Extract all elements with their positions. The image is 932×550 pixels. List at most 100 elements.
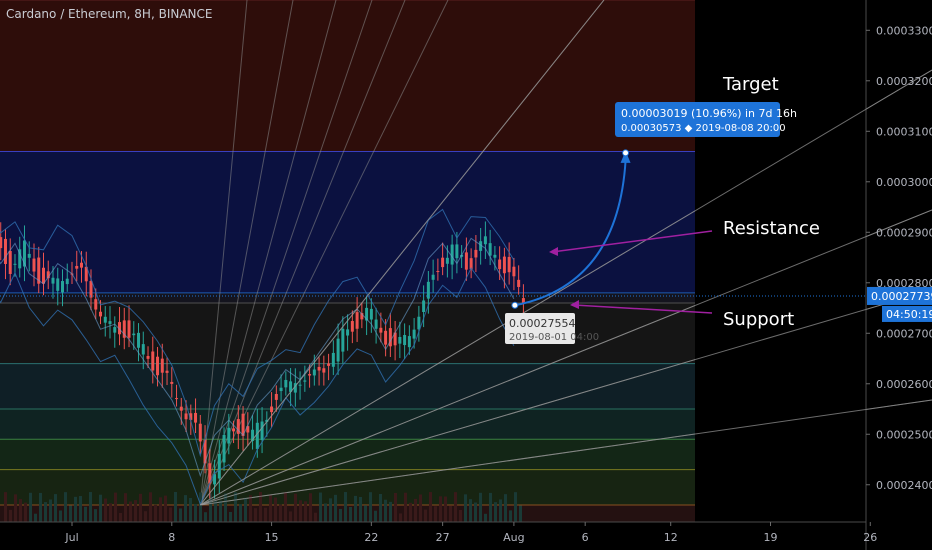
y-tick-label: 0.00033000: [876, 24, 932, 37]
fan-line: [199, 0, 337, 506]
candle-body: [403, 335, 407, 346]
volume-bar: [384, 499, 387, 522]
volume-bar: [494, 502, 497, 522]
x-tick-label: 19: [763, 531, 777, 544]
candle-body: [488, 243, 492, 256]
volume-bar: [4, 492, 7, 522]
volume-bar: [159, 497, 162, 522]
target-label: Target: [722, 74, 779, 95]
y-tick-label: 0.00032000: [876, 75, 932, 88]
candle-body: [227, 427, 231, 444]
volume-bar: [289, 511, 292, 522]
fan-line: [199, 0, 294, 506]
candle-body: [103, 316, 107, 323]
volume-bar: [399, 513, 402, 522]
candle-body: [298, 384, 302, 386]
candle-body: [331, 352, 335, 367]
candle-body: [32, 258, 36, 272]
fan-line-extension: [200, 69, 932, 506]
x-tick-label: 15: [265, 531, 279, 544]
volume-bar: [304, 501, 307, 522]
projection-arrow: [514, 160, 627, 307]
volume-bar: [154, 504, 157, 522]
candle-body: [8, 250, 12, 274]
fan-line: [199, 0, 406, 506]
volume-bar: [109, 503, 112, 522]
candle-body: [232, 428, 236, 432]
candle-body: [507, 256, 511, 273]
volume-bar: [139, 493, 142, 522]
volume-bar: [244, 497, 247, 522]
volume-bar: [314, 512, 317, 522]
candle-body: [203, 439, 207, 464]
candle-body: [41, 267, 45, 284]
volume-bar: [449, 505, 452, 522]
volume-bar: [169, 507, 172, 522]
volume-bar: [254, 508, 257, 522]
candle-body: [213, 474, 217, 485]
volume-bar: [144, 511, 147, 522]
fib-band: [0, 409, 695, 440]
support-label: Support: [723, 309, 794, 330]
volume-bar: [24, 502, 27, 522]
volume-bar: [149, 492, 152, 522]
volume-bar: [234, 492, 237, 522]
candle-body: [113, 327, 117, 333]
band-upper-line: [0, 208, 515, 458]
candle-body: [341, 328, 345, 352]
volume-bar: [479, 492, 482, 522]
volume-bar: [334, 494, 337, 522]
x-tick-label: 27: [436, 531, 450, 544]
candle-body: [3, 238, 7, 264]
y-tick-label: 0.00031000: [876, 125, 932, 138]
candle-body: [141, 344, 145, 355]
candle-body: [165, 370, 169, 373]
volume-bar: [199, 492, 202, 522]
projection-label-box: [615, 102, 780, 137]
candle-body: [156, 356, 160, 376]
volume-bar: [84, 506, 87, 522]
volume-bar: [459, 509, 462, 522]
volume-bar: [349, 506, 352, 522]
volume-bar: [119, 512, 122, 522]
candle-body: [60, 281, 64, 293]
volume-bar: [64, 492, 67, 522]
symbol-title: Cardano / Ethereum, 8H, BINANCE: [6, 7, 213, 21]
candle-body: [445, 257, 449, 264]
candle-body: [94, 299, 98, 310]
volume-bar: [329, 498, 332, 522]
support-arrowhead-icon: [570, 300, 579, 309]
current-price-text: 0.00027739: [871, 290, 932, 303]
candle-body: [355, 312, 359, 329]
candle-body: [222, 434, 226, 463]
candle-body: [431, 274, 435, 280]
candle-body: [289, 381, 293, 392]
point-label-box: [505, 313, 575, 344]
candle-body: [384, 330, 388, 345]
volume-bar: [44, 502, 47, 522]
candle-body: [22, 240, 26, 267]
volume-bar: [114, 492, 117, 522]
candle-body: [160, 358, 164, 373]
fan-line-extension: [200, 209, 932, 506]
candle-body: [184, 413, 188, 420]
candle-body: [241, 413, 245, 436]
candle-body: [80, 262, 84, 268]
candle-body: [270, 406, 274, 413]
fib-band: [0, 292, 695, 303]
resistance-label: Resistance: [723, 218, 820, 239]
candle-body: [251, 429, 255, 441]
x-tick-label: Aug: [503, 531, 524, 544]
countdown-text: 04:50:19: [886, 308, 932, 321]
volume-bar: [14, 494, 17, 522]
candle-body: [365, 307, 369, 321]
volume-bar: [369, 492, 372, 522]
volume-bar: [214, 500, 217, 522]
y-tick-label: 0.00026000: [876, 378, 932, 391]
candle-body: [474, 249, 478, 258]
volume-bar: [59, 510, 62, 522]
x-tick-label: 22: [364, 531, 378, 544]
candle-body: [146, 356, 150, 359]
volume-bar: [219, 500, 222, 522]
